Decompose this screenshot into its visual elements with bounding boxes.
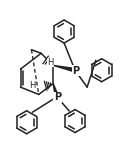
Polygon shape <box>53 65 75 72</box>
Text: P: P <box>72 66 79 76</box>
Polygon shape <box>53 84 59 97</box>
Text: P: P <box>54 93 61 102</box>
Text: H: H <box>47 58 53 67</box>
Text: H: H <box>29 81 35 90</box>
